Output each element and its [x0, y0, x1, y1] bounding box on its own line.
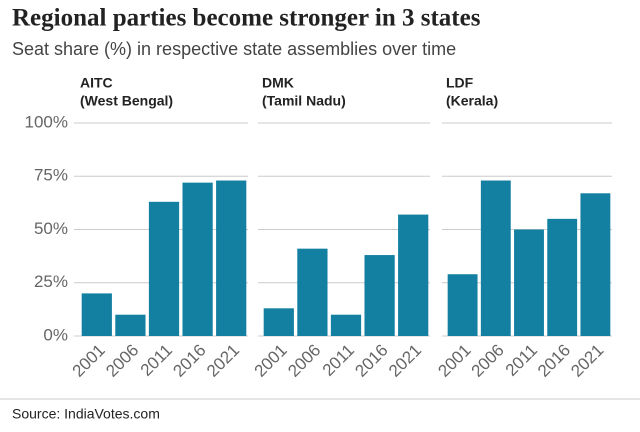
x-tick-label: 2016 [169, 341, 209, 381]
y-tick-label: 75% [34, 166, 68, 185]
x-tick-label: 2021 [567, 341, 607, 381]
y-tick-label: 50% [34, 219, 68, 238]
bar [580, 193, 611, 336]
x-tick-label: 2006 [284, 341, 324, 381]
bar [447, 274, 478, 336]
y-tick-label: 0% [43, 325, 68, 344]
bar [480, 180, 511, 336]
chart-subtitle: Seat share (%) in respective state assem… [12, 39, 456, 59]
bar [81, 293, 112, 336]
x-tick-label: 2011 [502, 341, 541, 380]
x-tick-label: 2021 [203, 341, 243, 381]
panel-subtitle: (West Bengal) [80, 93, 173, 109]
x-tick-label: 2006 [102, 341, 142, 381]
x-tick-label: 2011 [137, 341, 176, 380]
bar [182, 182, 213, 336]
bar [547, 218, 578, 336]
panel-title: DMK [262, 75, 294, 91]
x-tick-label: 2001 [251, 341, 291, 381]
x-tick-label: 2016 [351, 341, 391, 381]
panel-title: LDF [446, 75, 474, 91]
x-tick-label: 2016 [534, 341, 574, 381]
bar [398, 214, 429, 336]
bar [297, 248, 328, 336]
x-tick-label: 2006 [468, 341, 508, 381]
source: Source: IndiaVotes.com [12, 406, 160, 422]
y-tick-label: 25% [34, 272, 68, 291]
bar [216, 180, 247, 336]
x-tick-label: 2021 [385, 341, 425, 381]
bar [364, 255, 395, 336]
y-tick-label: 100% [25, 112, 68, 131]
bar [263, 308, 294, 336]
x-tick-label: 2011 [319, 341, 358, 380]
bar [148, 201, 180, 336]
bar [514, 229, 544, 336]
panel-subtitle: (Tamil Nadu) [262, 93, 346, 109]
x-tick-label: 2001 [69, 341, 109, 381]
panel-subtitle: (Kerala) [446, 93, 498, 109]
bar [330, 314, 362, 336]
x-tick-label: 2001 [434, 341, 474, 381]
chart-title: Regional parties become stronger in 3 st… [12, 5, 481, 32]
bar [115, 314, 146, 336]
panel-title: AITC [80, 75, 113, 91]
